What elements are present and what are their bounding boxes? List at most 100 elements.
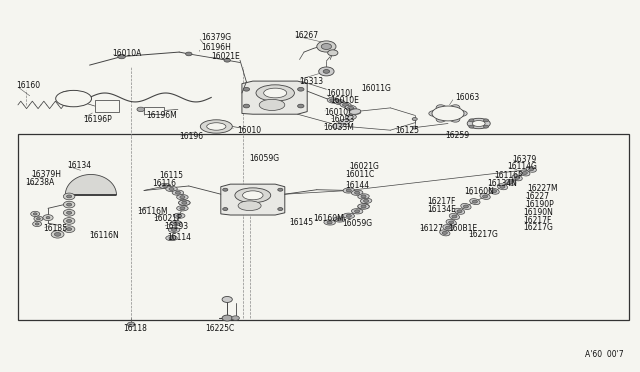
Ellipse shape — [177, 206, 188, 211]
Ellipse shape — [79, 96, 92, 102]
Ellipse shape — [345, 115, 356, 120]
Circle shape — [515, 176, 520, 179]
Circle shape — [469, 125, 474, 128]
Ellipse shape — [461, 203, 471, 209]
Text: 16217F: 16217F — [428, 197, 456, 206]
Circle shape — [452, 215, 457, 218]
Circle shape — [67, 195, 72, 198]
Text: 16190P: 16190P — [525, 200, 554, 209]
Text: 16217G: 16217G — [524, 223, 554, 232]
Circle shape — [361, 205, 366, 208]
Text: 16010J: 16010J — [324, 108, 350, 117]
Text: 16010: 16010 — [237, 126, 261, 135]
Ellipse shape — [429, 110, 442, 116]
Text: 16160M: 16160M — [314, 214, 344, 223]
Circle shape — [172, 228, 177, 231]
Text: 16267: 16267 — [294, 31, 319, 40]
Circle shape — [449, 221, 454, 224]
Ellipse shape — [264, 88, 287, 98]
Circle shape — [321, 44, 332, 49]
Ellipse shape — [256, 85, 294, 101]
Ellipse shape — [61, 100, 74, 106]
Circle shape — [67, 211, 72, 214]
Ellipse shape — [349, 109, 361, 114]
Ellipse shape — [489, 188, 499, 194]
Circle shape — [67, 203, 72, 206]
Circle shape — [137, 107, 145, 112]
Ellipse shape — [177, 195, 188, 200]
Ellipse shape — [324, 220, 335, 225]
Text: 16011G: 16011G — [361, 84, 391, 93]
Circle shape — [508, 181, 513, 184]
Text: 16193: 16193 — [164, 222, 188, 231]
Ellipse shape — [351, 209, 363, 214]
Ellipse shape — [526, 166, 536, 172]
Ellipse shape — [343, 213, 355, 218]
Text: 16259: 16259 — [445, 131, 470, 140]
Text: 16021E: 16021E — [211, 52, 240, 61]
Text: 16134: 16134 — [67, 161, 92, 170]
Ellipse shape — [333, 217, 345, 222]
Ellipse shape — [506, 179, 516, 185]
Text: 16379G: 16379G — [202, 33, 232, 42]
Ellipse shape — [358, 204, 369, 209]
Ellipse shape — [449, 214, 460, 219]
Ellipse shape — [339, 119, 350, 125]
Circle shape — [278, 188, 283, 191]
Circle shape — [492, 190, 497, 193]
Circle shape — [243, 104, 250, 108]
Circle shape — [445, 226, 451, 229]
Text: 16021F: 16021F — [154, 214, 182, 223]
Text: 16145: 16145 — [289, 218, 314, 227]
Bar — [144, 107, 164, 114]
Circle shape — [355, 210, 360, 213]
Ellipse shape — [238, 201, 261, 211]
Circle shape — [483, 119, 488, 122]
Text: 16021G: 16021G — [349, 162, 379, 171]
Text: 16116: 16116 — [152, 179, 177, 188]
Text: 16196: 16196 — [179, 132, 204, 141]
Ellipse shape — [443, 225, 453, 231]
Circle shape — [169, 237, 174, 240]
Circle shape — [182, 201, 187, 204]
Circle shape — [223, 188, 228, 191]
Circle shape — [46, 217, 50, 219]
Text: 16134E: 16134E — [428, 205, 456, 214]
Circle shape — [317, 41, 336, 52]
Text: 16225C: 16225C — [205, 324, 234, 333]
Text: 16118: 16118 — [124, 324, 147, 333]
Ellipse shape — [243, 191, 263, 200]
Text: 16010J: 16010J — [326, 89, 353, 97]
Text: 16010E: 16010E — [330, 96, 359, 105]
Text: 16160N: 16160N — [465, 187, 495, 196]
Ellipse shape — [170, 221, 182, 226]
Text: 16125: 16125 — [396, 126, 420, 135]
Circle shape — [298, 104, 304, 108]
Circle shape — [34, 216, 43, 221]
Circle shape — [180, 196, 185, 199]
Text: 16127: 16127 — [419, 224, 444, 233]
Circle shape — [346, 189, 351, 192]
Ellipse shape — [342, 103, 349, 106]
Text: 16217G: 16217G — [468, 230, 499, 239]
Text: 16033M: 16033M — [323, 123, 354, 132]
Text: 16379: 16379 — [512, 155, 536, 164]
Circle shape — [223, 208, 228, 211]
Text: 16196H: 16196H — [202, 43, 232, 52]
Text: 16238A: 16238A — [26, 178, 55, 187]
Circle shape — [222, 315, 232, 321]
Circle shape — [127, 322, 135, 327]
Ellipse shape — [327, 98, 339, 103]
Ellipse shape — [235, 188, 271, 203]
Circle shape — [529, 168, 534, 171]
Ellipse shape — [358, 204, 369, 209]
Text: 16116M: 16116M — [138, 207, 168, 216]
Circle shape — [361, 195, 366, 198]
Ellipse shape — [173, 213, 185, 218]
Circle shape — [337, 218, 342, 221]
Circle shape — [278, 208, 283, 211]
Ellipse shape — [336, 100, 342, 103]
Text: 16116P: 16116P — [494, 171, 523, 180]
Circle shape — [63, 201, 75, 208]
Circle shape — [483, 125, 488, 128]
